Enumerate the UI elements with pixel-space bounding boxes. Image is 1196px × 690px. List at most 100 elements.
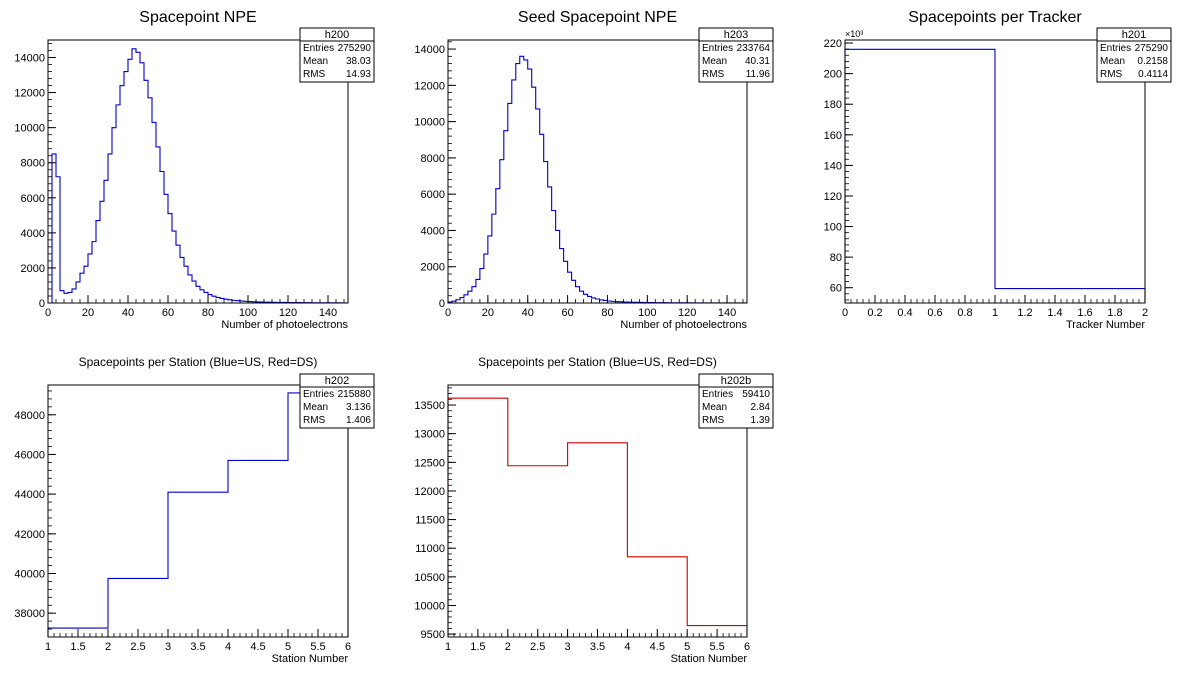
x-tick-label: 1 bbox=[992, 307, 998, 319]
x-tick-label: 20 bbox=[82, 307, 94, 319]
x-tick-label: 0.2 bbox=[867, 307, 882, 319]
y-tick-label: 12000 bbox=[414, 80, 445, 92]
stats-value: 38.03 bbox=[346, 56, 371, 67]
x-tick-label: 1.5 bbox=[70, 641, 85, 653]
stats-label: Entries bbox=[702, 389, 733, 400]
x-tick-label: 4.5 bbox=[650, 641, 665, 653]
chart-title: Seed Spacepoint NPE bbox=[518, 9, 677, 26]
stats-label: RMS bbox=[303, 415, 326, 426]
stats-box-title: h202b bbox=[721, 375, 752, 387]
stats-label: Mean bbox=[303, 56, 328, 67]
plot-frame bbox=[447, 39, 748, 304]
x-tick-label: 1.4 bbox=[1047, 307, 1062, 319]
y-tick-label: 46000 bbox=[14, 449, 45, 461]
x-tick-label: 3 bbox=[565, 641, 571, 653]
x-tick-label: 100 bbox=[239, 307, 257, 319]
y-tick-label: 100 bbox=[824, 222, 842, 234]
x-tick-label: 2 bbox=[105, 641, 111, 653]
y-exponent-label: ×10³ bbox=[845, 29, 863, 39]
stats-box-frame bbox=[698, 373, 774, 429]
y-tick-label: 2000 bbox=[421, 262, 445, 274]
stats-label: Entries bbox=[303, 389, 334, 400]
stats-label: Entries bbox=[303, 43, 334, 54]
stats-box-title: h202 bbox=[325, 375, 349, 387]
y-tick-label: 4000 bbox=[21, 228, 45, 240]
y-tick-label: 48000 bbox=[14, 410, 45, 422]
y-tick-label: 8000 bbox=[21, 158, 45, 170]
x-tick-label: 1 bbox=[445, 641, 451, 653]
chart-panel-1: Spacepoint NPE 0 20 40 60 80 100 120 140 0 2000 400… bbox=[14, 9, 375, 331]
stats-label: RMS bbox=[702, 69, 725, 80]
stats-value: 233764 bbox=[737, 43, 771, 54]
stats-label: Mean bbox=[702, 56, 727, 67]
stats-value: 2.84 bbox=[751, 402, 771, 413]
x-tick-label: 5.5 bbox=[310, 641, 325, 653]
stats-box-frame bbox=[299, 27, 375, 83]
stats-label: Mean bbox=[702, 402, 727, 413]
x-tick-label: 5 bbox=[285, 641, 291, 653]
x-tick-label: 40 bbox=[522, 307, 534, 319]
chart-title: Spacepoints per Station (Blue=US, Red=DS… bbox=[79, 355, 318, 369]
stats-box: h202 Entries 215880 Mean 3.136 RMS 1.406 bbox=[299, 373, 375, 429]
x-tick-label: 120 bbox=[279, 307, 297, 319]
x-tick-label: 140 bbox=[319, 307, 337, 319]
y-tick-label: 13000 bbox=[414, 429, 445, 441]
stats-box-title: h203 bbox=[724, 29, 748, 41]
x-tick-label: 1.5 bbox=[470, 641, 485, 653]
y-tick-label: 40000 bbox=[14, 569, 45, 581]
stats-label: Entries bbox=[702, 43, 733, 54]
stats-box-frame bbox=[299, 373, 375, 429]
stats-value: 11.96 bbox=[746, 69, 771, 80]
x-tick-label: 2.5 bbox=[130, 641, 145, 653]
y-tick-label: 4000 bbox=[421, 225, 445, 237]
x-tick-label: 80 bbox=[202, 307, 214, 319]
x-tick-label: 2.5 bbox=[530, 641, 545, 653]
x-tick-label: 6 bbox=[744, 641, 750, 653]
y-tick-label: 160 bbox=[824, 130, 842, 142]
x-tick-label: 1.6 bbox=[1077, 307, 1092, 319]
x-tick-label: 0 bbox=[45, 307, 51, 319]
stats-box: h202b Entries 59410 Mean 2.84 RMS 1.39 bbox=[698, 373, 774, 429]
stats-label: RMS bbox=[702, 415, 725, 426]
stats-label: Mean bbox=[303, 402, 328, 413]
histogram-series bbox=[844, 48, 1146, 303]
stats-box-title: h201 bbox=[1122, 29, 1146, 41]
y-tick-label: 14000 bbox=[14, 53, 45, 65]
stats-label: RMS bbox=[1100, 69, 1123, 80]
stats-label: Entries bbox=[1100, 43, 1131, 54]
y-tick-label: 11000 bbox=[415, 543, 445, 555]
y-tick-label: 9500 bbox=[421, 629, 445, 641]
stats-box: h201 Entries 275290 Mean 0.2158 RMS 0.4114 bbox=[1096, 27, 1172, 83]
stats-value: 1.406 bbox=[346, 415, 371, 426]
x-tick-label: 140 bbox=[718, 307, 736, 319]
chart-panel-3: Spacepoints per Tracker 0 0.2 0.4 0.6 0.8 1 1.2… bbox=[824, 9, 1172, 331]
stats-label: Mean bbox=[1100, 56, 1125, 67]
y-tick-label: 80 bbox=[830, 252, 842, 264]
x-tick-label: 0 bbox=[445, 307, 451, 319]
stats-value: 1.39 bbox=[751, 415, 771, 426]
histogram-series bbox=[447, 397, 748, 637]
y-tick-label: 10000 bbox=[414, 117, 445, 129]
stats-value: 3.136 bbox=[346, 402, 371, 413]
x-axis-label: Number of photoelectrons bbox=[620, 319, 747, 331]
chart-title: Spacepoint NPE bbox=[139, 9, 256, 26]
y-tick-label: 10000 bbox=[414, 601, 445, 613]
y-tick-label: 12000 bbox=[14, 88, 45, 100]
stats-box-frame bbox=[1096, 27, 1172, 83]
stats-value: 215880 bbox=[338, 389, 372, 400]
stats-box-frame bbox=[698, 27, 774, 83]
x-tick-label: 4 bbox=[624, 641, 630, 653]
stats-label: RMS bbox=[303, 69, 326, 80]
y-tick-label: 120 bbox=[824, 191, 842, 203]
histogram-series bbox=[47, 392, 349, 637]
x-tick-label: 80 bbox=[601, 307, 613, 319]
y-tick-label: 42000 bbox=[14, 529, 45, 541]
stats-box-title: h200 bbox=[325, 29, 349, 41]
y-tick-label: 12000 bbox=[414, 486, 445, 498]
y-tick-label: 60 bbox=[830, 283, 842, 295]
y-tick-label: 0 bbox=[39, 298, 45, 310]
x-tick-label: 4 bbox=[225, 641, 231, 653]
x-tick-label: 0.8 bbox=[957, 307, 972, 319]
x-tick-label: 0 bbox=[842, 307, 848, 319]
